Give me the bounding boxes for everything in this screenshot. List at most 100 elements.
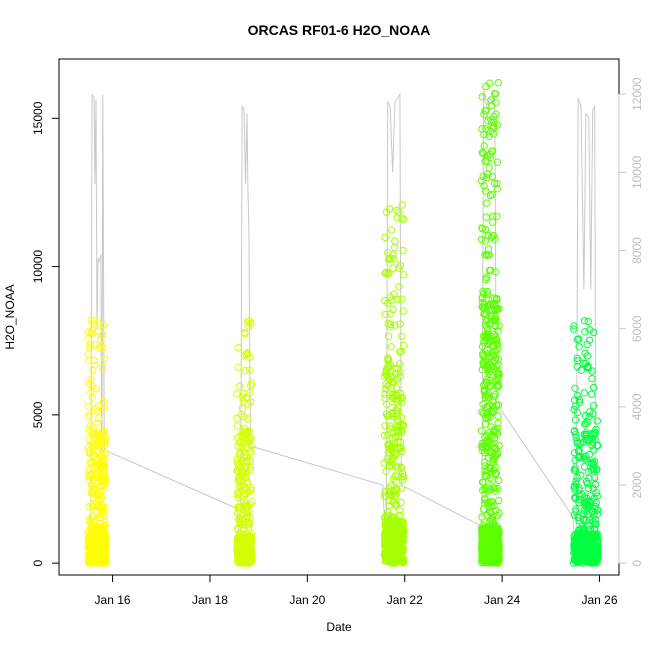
data-point: [98, 534, 106, 542]
y2-tick-label: 10000: [630, 155, 644, 189]
data-point: [393, 214, 401, 222]
data-point: [494, 412, 502, 420]
data-point: [241, 329, 249, 337]
data-point: [585, 474, 593, 482]
data-point: [495, 322, 503, 330]
data-point: [478, 225, 487, 233]
data-point: [581, 550, 589, 559]
data-point: [387, 343, 395, 351]
data-point: [233, 541, 242, 549]
data-point: [92, 385, 100, 393]
data-point: [391, 432, 399, 441]
data-point: [581, 328, 589, 336]
data-point: [233, 550, 242, 559]
data-point: [99, 397, 108, 405]
data-point: [577, 366, 585, 374]
x-tick-label: Jan 20: [289, 593, 325, 607]
data-point: [89, 549, 98, 557]
y2-tick-label: 12000: [630, 77, 644, 111]
data-point: [486, 300, 494, 309]
data-point: [87, 388, 95, 397]
data-point: [575, 495, 583, 504]
data-point: [480, 300, 489, 309]
data-point: [483, 432, 491, 440]
data-point: [399, 246, 407, 255]
data-point: [247, 556, 256, 565]
data-point: [237, 432, 245, 440]
data-point: [390, 243, 399, 252]
data-point: [238, 404, 247, 413]
data-point: [485, 132, 493, 141]
data-point: [393, 418, 401, 426]
data-point: [244, 534, 253, 543]
data-point: [575, 553, 583, 562]
data-point: [575, 517, 583, 525]
data-point: [584, 533, 592, 541]
data-point: [589, 402, 598, 410]
data-point: [396, 348, 404, 356]
scatter-series-RF01: [84, 316, 110, 567]
data-point: [570, 322, 578, 330]
data-point: [592, 489, 600, 497]
data-point: [98, 331, 107, 339]
data-point: [483, 291, 492, 299]
data-point: [493, 401, 501, 409]
data-point: [578, 530, 586, 538]
data-point: [479, 486, 487, 494]
data-point: [240, 413, 248, 421]
data-point: [246, 533, 254, 541]
data-point: [383, 511, 391, 519]
data-point: [586, 326, 594, 334]
data-point: [384, 270, 392, 278]
data-point: [238, 556, 247, 564]
data-point: [483, 323, 491, 331]
data-point: [398, 398, 406, 406]
y-tick-label: 0: [31, 559, 45, 566]
data-point: [92, 530, 101, 538]
data-point: [381, 552, 390, 560]
data-point: [234, 554, 243, 562]
data-point: [492, 294, 501, 303]
data-point: [383, 400, 391, 408]
data-point: [399, 476, 407, 484]
y-axis-right: 0 2000 4000 6000 8000 10000 12000: [618, 77, 644, 567]
data-point: [399, 271, 408, 279]
data-point: [234, 525, 242, 534]
data-point: [585, 450, 593, 459]
data-point: [391, 321, 399, 329]
data-point: [482, 275, 490, 284]
data-point: [491, 235, 499, 244]
data-point: [240, 453, 248, 461]
data-point: [580, 516, 588, 525]
data-point: [242, 502, 250, 510]
data-point: [382, 385, 390, 393]
data-point: [481, 251, 489, 259]
data-point: [395, 208, 403, 217]
data-point: [483, 467, 492, 475]
data-point: [396, 548, 404, 556]
data-point: [392, 538, 400, 546]
data-point: [478, 526, 486, 534]
data-point: [91, 463, 99, 471]
data-point: [395, 360, 403, 368]
data-point: [484, 245, 493, 253]
data-point: [579, 515, 587, 523]
altitude-line: [90, 90, 597, 556]
data-point: [384, 299, 392, 307]
data-point: [233, 422, 242, 430]
data-point: [238, 472, 246, 480]
data-point: [592, 498, 600, 507]
data-point: [381, 390, 389, 398]
data-point: [488, 476, 496, 484]
data-point: [483, 391, 491, 399]
data-point: [494, 419, 502, 427]
data-point: [386, 323, 394, 331]
data-point: [89, 503, 97, 511]
data-point: [84, 402, 92, 411]
data-point: [86, 343, 94, 351]
data-point: [488, 536, 496, 545]
data-point: [591, 534, 600, 542]
data-point: [385, 501, 393, 510]
data-point: [491, 315, 500, 324]
data-point: [587, 390, 596, 398]
